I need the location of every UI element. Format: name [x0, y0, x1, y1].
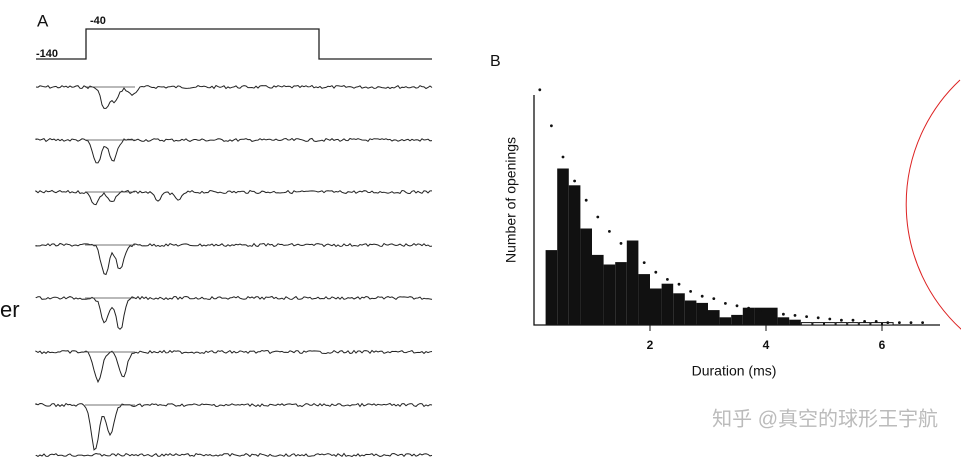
fit-dot: [700, 294, 704, 298]
trace: [35, 295, 433, 330]
fit-dot: [840, 318, 843, 322]
bar: [592, 254, 604, 326]
fit-dot: [642, 261, 646, 264]
fit-dot: [712, 297, 716, 300]
side-text: er: [0, 297, 20, 322]
bar: [835, 322, 848, 326]
fit-dot: [677, 282, 681, 286]
bar: [847, 322, 859, 326]
bar: [580, 228, 593, 326]
bar: [870, 322, 883, 326]
bar: [800, 322, 813, 326]
bar: [731, 314, 743, 326]
bar: [777, 317, 790, 326]
step-label: -140: [36, 48, 58, 60]
bar: [557, 168, 569, 326]
fit-dot: [909, 321, 913, 324]
bar: [568, 185, 581, 326]
fit-dot: [724, 302, 727, 305]
fit-dot: [770, 311, 774, 315]
fit-dot: [631, 251, 634, 255]
y-axis-label: Number of openings: [503, 137, 519, 263]
fit-dot: [573, 179, 576, 183]
step-label: -40: [90, 15, 106, 27]
fit-dot: [874, 320, 878, 323]
current-traces: [35, 84, 433, 458]
fit-dot: [689, 290, 692, 293]
bar: [545, 250, 558, 326]
bar: [661, 283, 674, 326]
bar: [603, 264, 616, 326]
bar: [789, 319, 801, 326]
fit-dot: [584, 198, 588, 202]
bar: [708, 310, 720, 326]
fit-dot: [654, 270, 658, 274]
fit-dot: [793, 314, 797, 317]
bar: [824, 322, 836, 326]
fit-dot: [596, 215, 600, 219]
fit-dot: [758, 309, 762, 312]
red-arc: [905, 79, 961, 330]
trace: [35, 189, 432, 206]
fit-dot: [851, 318, 855, 322]
histogram: 2 4 6: [533, 88, 940, 352]
fit-dot: [805, 315, 808, 318]
x-tick-label: 4: [763, 338, 770, 352]
fit-dot: [886, 321, 890, 324]
fit-dot: [921, 321, 924, 324]
trace: [35, 137, 433, 164]
bar: [766, 307, 778, 326]
bar: [684, 300, 697, 326]
fit-dot: [619, 242, 623, 245]
x-axis-label: Duration (ms): [692, 363, 777, 379]
bar: [742, 307, 755, 326]
bar: [650, 288, 662, 326]
fit-dot: [550, 124, 553, 128]
x-tick-label: 2: [647, 338, 654, 352]
panel-label: A: [37, 11, 49, 30]
watermark: 知乎 @真空的球形王宇航: [712, 407, 938, 430]
trace: [35, 452, 433, 458]
fit-dot: [863, 320, 866, 323]
bar: [812, 322, 825, 326]
trace: [35, 242, 433, 276]
bar: [638, 274, 651, 326]
trace: [35, 402, 433, 451]
fit-dot: [666, 278, 669, 281]
bar: [754, 307, 767, 326]
fit-dot: [747, 306, 750, 310]
x-tick-label: 6: [879, 338, 886, 352]
fit-dot: [561, 155, 565, 159]
bar: [696, 302, 709, 326]
fit-dot: [735, 304, 739, 308]
bar: [626, 240, 639, 326]
bar: [719, 317, 732, 326]
fit-dot: [782, 312, 785, 316]
trace: [35, 84, 433, 109]
fit-dot: [898, 321, 901, 324]
voltage-step: [36, 28, 432, 60]
panel-label: B: [490, 53, 501, 70]
trace: [35, 349, 433, 384]
bar: [615, 262, 627, 326]
fit-dot: [538, 88, 542, 92]
fit-dot: [608, 230, 611, 233]
bar: [858, 322, 871, 326]
bar: [673, 293, 685, 326]
fit-dot: [816, 316, 820, 320]
fit-dot: [828, 317, 832, 321]
